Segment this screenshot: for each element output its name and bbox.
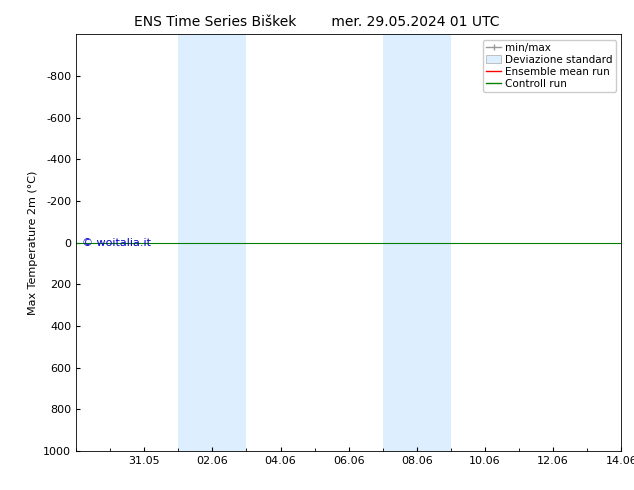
Text: ENS Time Series Biškek        mer. 29.05.2024 01 UTC: ENS Time Series Biškek mer. 29.05.2024 0…: [134, 15, 500, 29]
Y-axis label: Max Temperature 2m (°C): Max Temperature 2m (°C): [28, 171, 37, 315]
Legend: min/max, Deviazione standard, Ensemble mean run, Controll run: min/max, Deviazione standard, Ensemble m…: [482, 40, 616, 92]
Text: © woitalia.it: © woitalia.it: [82, 238, 150, 247]
Bar: [178, 34, 247, 451]
Bar: [383, 34, 451, 451]
